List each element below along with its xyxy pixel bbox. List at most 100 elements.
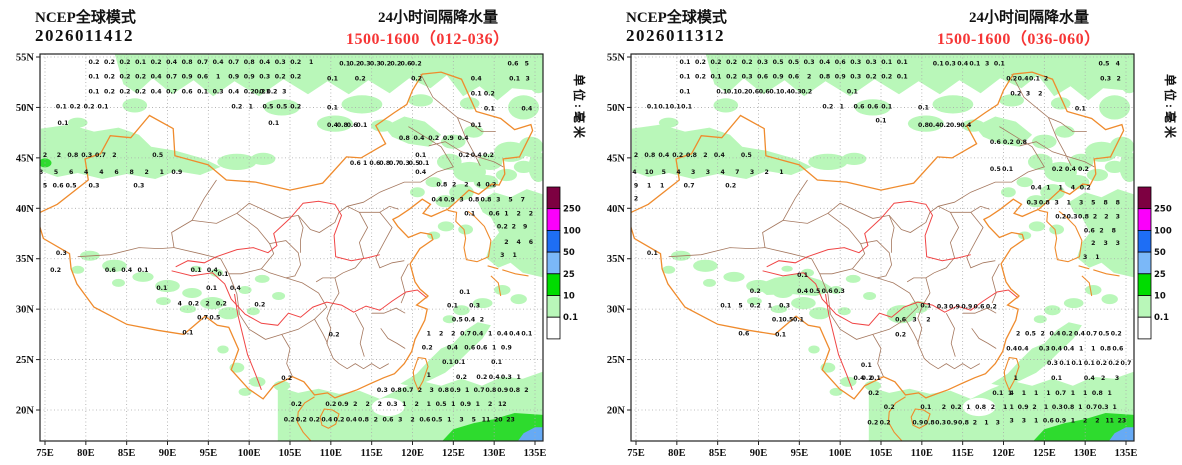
svg-text:0.1: 0.1 — [920, 404, 931, 411]
svg-text:0.6: 0.6 — [1043, 417, 1054, 424]
svg-text:0.8: 0.8 — [924, 419, 935, 426]
svg-text:5: 5 — [54, 169, 58, 176]
svg-text:0.4: 0.4 — [432, 196, 444, 203]
svg-text:0.3: 0.3 — [1047, 360, 1058, 367]
svg-text:0.9: 0.9 — [338, 401, 349, 408]
svg-text:0.3: 0.3 — [387, 401, 398, 408]
svg-text:0.4: 0.4 — [151, 73, 163, 80]
svg-text:0.9: 0.9 — [835, 73, 846, 80]
rivers — [762, 200, 1019, 390]
svg-text:0.1: 0.1 — [881, 104, 892, 111]
svg-text:0.6: 0.6 — [1112, 346, 1123, 353]
svg-text:0.4: 0.4 — [960, 122, 972, 129]
svg-text:0.5: 0.5 — [1025, 331, 1036, 338]
svg-text:0.3: 0.3 — [1027, 199, 1038, 206]
svg-text:11: 11 — [482, 416, 491, 423]
svg-text:1: 1 — [1078, 404, 1082, 411]
svg-text:0.2: 0.2 — [84, 104, 95, 111]
svg-text:0.2: 0.2 — [1080, 184, 1091, 191]
svg-text:0.2: 0.2 — [390, 60, 401, 67]
svg-text:0.8: 0.8 — [67, 152, 78, 159]
svg-text:2: 2 — [1038, 91, 1042, 98]
svg-text:0.2: 0.2 — [355, 75, 366, 82]
svg-text:0.4: 0.4 — [121, 267, 133, 274]
svg-text:1: 1 — [249, 104, 253, 111]
svg-text:4: 4 — [178, 300, 183, 307]
svg-text:2: 2 — [112, 152, 116, 159]
svg-text:0.8: 0.8 — [1092, 390, 1103, 397]
svg-text:1: 1 — [1044, 404, 1048, 411]
svg-text:2: 2 — [703, 152, 707, 159]
product-title: 24小时间隔降水量 — [378, 10, 499, 26]
svg-text:3: 3 — [691, 169, 695, 176]
svg-text:0.5: 0.5 — [152, 152, 163, 159]
svg-text:0.2: 0.2 — [290, 73, 301, 80]
svg-text:0.7: 0.7 — [403, 387, 414, 394]
svg-text:0.9: 0.9 — [244, 73, 255, 80]
y-tick-label: 30N — [607, 305, 626, 316]
svg-text:0.2: 0.2 — [672, 152, 683, 159]
precip-shading — [40, 54, 543, 441]
svg-text:0.1: 0.1 — [992, 390, 1003, 397]
colorbar-segment — [1137, 186, 1152, 210]
svg-text:0.4: 0.4 — [1074, 331, 1086, 338]
svg-text:0.4: 0.4 — [151, 89, 163, 96]
colorbar-label: 250 — [1154, 205, 1172, 215]
svg-text:1: 1 — [779, 169, 783, 176]
y-tick-label: 45N — [607, 153, 626, 164]
svg-text:1: 1 — [160, 169, 164, 176]
svg-text:0.4: 0.4 — [346, 416, 358, 423]
svg-text:0.2: 0.2 — [135, 89, 146, 96]
x-tick-label: 130E — [483, 448, 506, 459]
graticule — [631, 54, 1134, 441]
value-labels: 0.1 0.2 0.2 0.2 0.2 0.3 0.5 0.5 0.3 0.4 0.6 0.3 0.3 0… — [632, 59, 1131, 426]
svg-text:0.2: 0.2 — [428, 135, 439, 142]
svg-text:0.3: 0.3 — [377, 387, 388, 394]
svg-text:0.2: 0.2 — [726, 59, 737, 66]
svg-text:4: 4 — [1116, 60, 1121, 67]
svg-text:0.3: 0.3 — [742, 73, 753, 80]
svg-text:0.9: 0.9 — [912, 419, 923, 426]
svg-text:0.7: 0.7 — [228, 59, 239, 66]
svg-text:0.6: 0.6 — [476, 345, 487, 352]
svg-text:1: 1 — [660, 182, 664, 189]
svg-text:0.5: 0.5 — [436, 401, 447, 408]
svg-text:0.2: 0.2 — [1111, 331, 1122, 338]
svg-text:0.4: 0.4 — [1065, 166, 1077, 173]
y-tick-label: 55N — [16, 53, 35, 64]
svg-text:1: 1 — [1067, 199, 1071, 206]
svg-text:0.7: 0.7 — [389, 160, 400, 167]
svg-text:2: 2 — [452, 181, 456, 188]
svg-text:0.2: 0.2 — [866, 73, 877, 80]
svg-text:0.2: 0.2 — [104, 59, 115, 66]
y-tick-label: 20N — [607, 406, 626, 417]
svg-text:0.2: 0.2 — [483, 152, 494, 159]
svg-text:9: 9 — [523, 224, 527, 231]
svg-text:0.2: 0.2 — [742, 59, 753, 66]
svg-text:0.1: 0.1 — [881, 59, 892, 66]
svg-text:0.8: 0.8 — [975, 404, 986, 411]
svg-text:0.7: 0.7 — [197, 59, 208, 66]
colorbar-segment — [1137, 251, 1152, 275]
svg-text:0.2: 0.2 — [476, 374, 487, 381]
svg-text:0.8: 0.8 — [438, 387, 449, 394]
svg-text:3: 3 — [996, 419, 1000, 426]
svg-text:0.4: 0.4 — [509, 331, 521, 338]
svg-text:8: 8 — [1103, 199, 1107, 206]
colorbar-segment — [546, 251, 561, 275]
svg-text:2: 2 — [926, 316, 930, 323]
svg-text:3: 3 — [430, 387, 434, 394]
svg-text:0.8: 0.8 — [1078, 214, 1089, 221]
svg-text:0.1: 0.1 — [680, 73, 691, 80]
svg-text:0.4: 0.4 — [957, 60, 969, 67]
svg-text:1: 1 — [492, 345, 496, 352]
svg-text:0.1: 0.1 — [442, 359, 453, 366]
graticule — [40, 54, 543, 441]
svg-text:0.2: 0.2 — [822, 104, 833, 111]
valid-range: 1500-1600（036-060） — [937, 31, 1101, 48]
svg-text:0.2: 0.2 — [711, 59, 722, 66]
svg-text:0.8: 0.8 — [918, 122, 929, 129]
svg-text:0.3: 0.3 — [850, 73, 861, 80]
svg-text:1: 1 — [427, 401, 431, 408]
svg-text:0.3: 0.3 — [81, 152, 92, 159]
